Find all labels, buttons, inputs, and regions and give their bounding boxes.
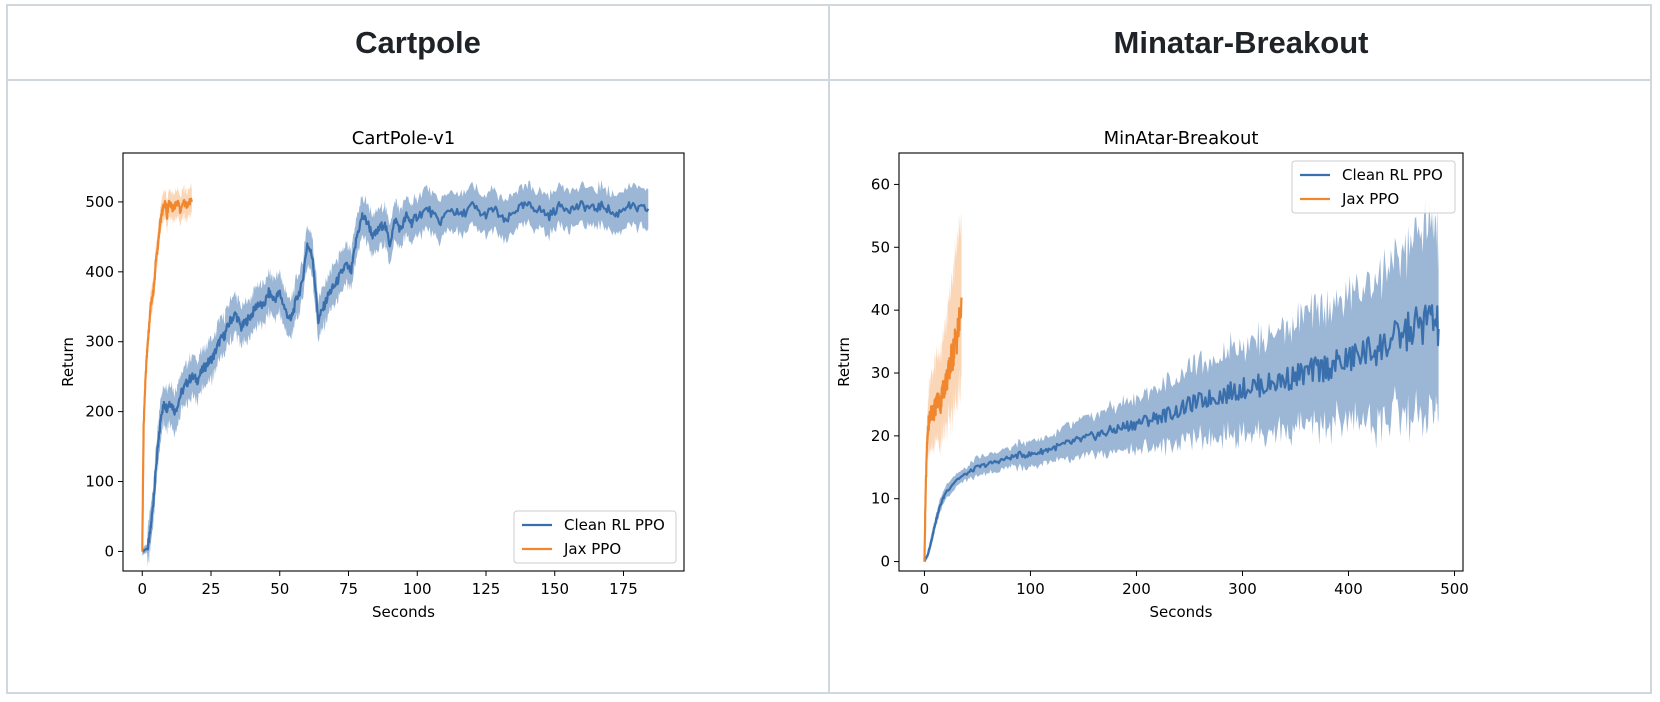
x-tick-label: 125 — [472, 580, 501, 598]
legend-label-1: Jax PPO — [1341, 190, 1399, 208]
column-header-cartpole: Cartpole — [355, 25, 481, 60]
y-tick-label: 500 — [85, 193, 114, 211]
series-line-0 — [923, 304, 1440, 563]
results-table: Cartpole Minatar-Breakout — [6, 4, 1652, 694]
series-band-0 — [924, 198, 1439, 562]
x-tick-label: 200 — [1122, 580, 1151, 598]
chart-1: MinAtar-Breakout 0 100 200 300 400 500 0 10 20 30 4… — [835, 128, 1469, 621]
chart-title: CartPole-v1 — [352, 128, 455, 149]
legend: Clean RL PPO Jax PPO — [513, 510, 677, 564]
y-tick-label: 200 — [85, 403, 114, 421]
x-axis-label: Seconds — [1149, 603, 1212, 621]
chart-0: CartPole-v1 0 25 50 75 100 125 150 175 0 100 200 300… — [59, 128, 685, 621]
y-tick-label: 20 — [871, 427, 890, 445]
y-tick-label: 400 — [85, 263, 114, 281]
plot-area — [141, 179, 650, 567]
y-tick-label: 300 — [85, 333, 114, 351]
chart-title: MinAtar-Breakout — [1104, 128, 1259, 149]
y-tick-label: 10 — [871, 490, 890, 508]
x-axis-label: Seconds — [372, 603, 435, 621]
legend-label-0: Clean RL PPO — [564, 516, 665, 534]
x-tick-label: 300 — [1228, 580, 1257, 598]
x-tick-label: 175 — [609, 580, 638, 598]
x-tick-label: 0 — [137, 580, 147, 598]
legend-label-1: Jax PPO — [563, 540, 621, 558]
series-line-1 — [141, 197, 193, 552]
series-line-0 — [141, 200, 650, 553]
x-tick-label: 75 — [339, 580, 358, 598]
y-tick-label: 40 — [871, 301, 890, 319]
legend: Clean RL PPO Jax PPO — [1291, 160, 1456, 214]
series-line-1 — [923, 297, 963, 562]
y-tick-label: 60 — [871, 175, 890, 193]
y-tick-label: 0 — [104, 542, 114, 560]
column-divider — [828, 6, 830, 692]
plot-area — [923, 198, 1440, 563]
plot-frame — [122, 152, 685, 572]
x-tick-label: 500 — [1440, 580, 1469, 598]
x-tick-label: 0 — [920, 580, 930, 598]
column-header-minatar-breakout: Minatar-Breakout — [1113, 25, 1369, 60]
plot-frame — [898, 152, 1464, 572]
header-divider — [8, 79, 1650, 81]
x-tick-label: 100 — [1016, 580, 1045, 598]
legend-box — [1291, 160, 1456, 214]
x-tick-label: 100 — [403, 580, 432, 598]
x-tick-label: 50 — [270, 580, 289, 598]
legend-label-0: Clean RL PPO — [1342, 166, 1443, 184]
x-tick-label: 400 — [1334, 580, 1363, 598]
y-tick-label: 50 — [871, 238, 890, 256]
y-tick-label: 30 — [871, 364, 890, 382]
x-tick-label: 150 — [540, 580, 569, 598]
y-tick-label: 0 — [880, 553, 890, 571]
y-axis-label: Return — [835, 337, 853, 387]
series-band-0 — [142, 179, 649, 567]
x-tick-label: 25 — [201, 580, 220, 598]
y-tick-label: 100 — [85, 473, 114, 491]
y-axis-label: Return — [59, 337, 77, 387]
legend-box — [513, 510, 677, 564]
